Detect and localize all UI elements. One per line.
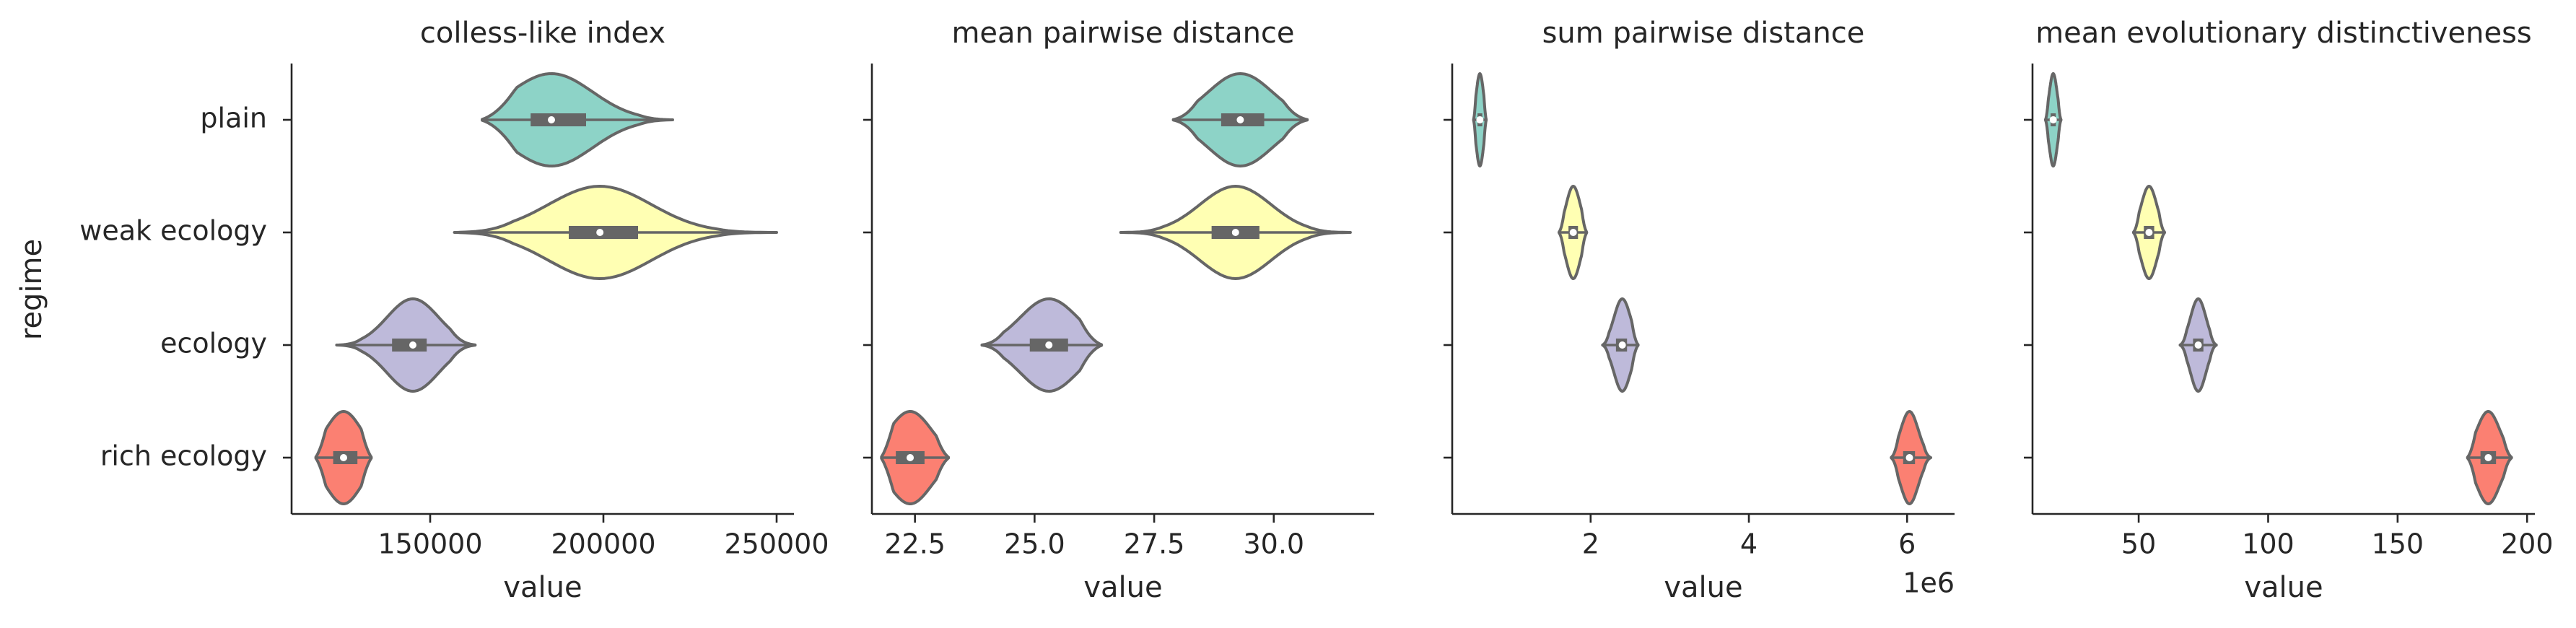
x-axis-label: value [503, 571, 582, 604]
violin-ecology [980, 297, 1104, 393]
violin-weak-ecology [2131, 185, 2166, 280]
x-tick-label: 22.5 [884, 528, 946, 560]
violin-weak-ecology [1119, 185, 1352, 280]
median-marker-plain [2049, 116, 2057, 123]
median-marker-rich-ecology [2484, 454, 2492, 461]
median-marker-rich-ecology [907, 454, 914, 461]
median-marker-weak-ecology [596, 229, 604, 236]
x-axis-offset-label: 1e6 [1903, 567, 1955, 599]
median-marker-weak-ecology [1231, 229, 1239, 236]
panel-title: mean pairwise distance [951, 17, 1294, 50]
x-tick-label: 4 [1740, 528, 1758, 560]
median-marker-rich-ecology [1905, 454, 1913, 461]
x-tick-label: 2 [1582, 528, 1599, 560]
panel-mean-evolutionary-distinctiveness: mean evolutionary distinctiveness 50 100 15… [2024, 17, 2554, 604]
y-axis-label: regime [15, 239, 48, 340]
x-tick-label: 150000 [377, 528, 482, 560]
x-tick-label: 25.0 [1004, 528, 1065, 560]
violin-ecology [2178, 297, 2218, 393]
median-marker-plain [548, 116, 555, 123]
median-marker-ecology [1618, 341, 1626, 349]
violin-plain [1171, 72, 1309, 167]
panel-title: sum pairwise distance [1542, 17, 1865, 50]
x-tick-label: 250000 [724, 528, 829, 560]
violin-weak-ecology [1558, 185, 1589, 280]
violin-plain [1472, 72, 1488, 167]
violin-plain [481, 72, 674, 167]
x-tick-label: 50 [2121, 528, 2156, 560]
violin-rich-ecology [314, 410, 373, 505]
violin-rich-ecology [1890, 410, 1933, 505]
median-marker-weak-ecology [2145, 229, 2153, 236]
violin-plain [2043, 72, 2063, 167]
x-tick-label: 150 [2372, 528, 2424, 560]
category-label-ecology: ecology [160, 328, 267, 359]
median-marker-plain [1236, 116, 1244, 123]
violin-ecology [335, 297, 477, 393]
violin-ecology [1601, 297, 1640, 393]
panel-title: colless-like index [420, 17, 665, 50]
median-marker-ecology [409, 341, 416, 349]
panel-sum-pairwise-distance: sum pairwise distance 2 4 6 value 1e6 [1444, 17, 1955, 604]
iqr-box-plain [531, 113, 586, 126]
x-tick-label: 100 [2242, 528, 2295, 560]
panels: colless-like index 150000 200000 250000 valu… [283, 17, 2554, 604]
x-tick-label: 200 [2501, 528, 2554, 560]
category-labels: plain weak ecology ecology rich ecology [79, 103, 267, 472]
panel-colless-like-index: colless-like index 150000 200000 250000 valu… [283, 17, 829, 604]
violin-rich-ecology [2466, 410, 2513, 505]
category-label-plain: plain [200, 103, 267, 134]
x-axis-label: value [1083, 571, 1162, 604]
violin-weak-ecology [453, 185, 778, 280]
violin-rich-ecology [880, 410, 951, 505]
panel-title: mean evolutionary distinctiveness [2035, 17, 2532, 50]
x-axis-label: value [1664, 571, 1742, 604]
median-marker-plain [1476, 116, 1484, 123]
median-marker-rich-ecology [340, 454, 347, 461]
x-tick-label: 30.0 [1243, 528, 1304, 560]
category-label-rich-ecology: rich ecology [100, 440, 267, 472]
x-tick-label: 27.5 [1124, 528, 1185, 560]
median-marker-ecology [1045, 341, 1053, 349]
x-tick-label: 6 [1898, 528, 1916, 560]
x-tick-label: 200000 [551, 528, 655, 560]
median-marker-weak-ecology [1569, 229, 1577, 236]
x-axis-label: value [2244, 571, 2323, 604]
median-marker-ecology [2194, 341, 2202, 349]
panel-mean-pairwise-distance: mean pairwise distance 22.5 25.0 27.5 30.0 va… [863, 17, 1374, 604]
category-label-weak-ecology: weak ecology [79, 215, 267, 247]
